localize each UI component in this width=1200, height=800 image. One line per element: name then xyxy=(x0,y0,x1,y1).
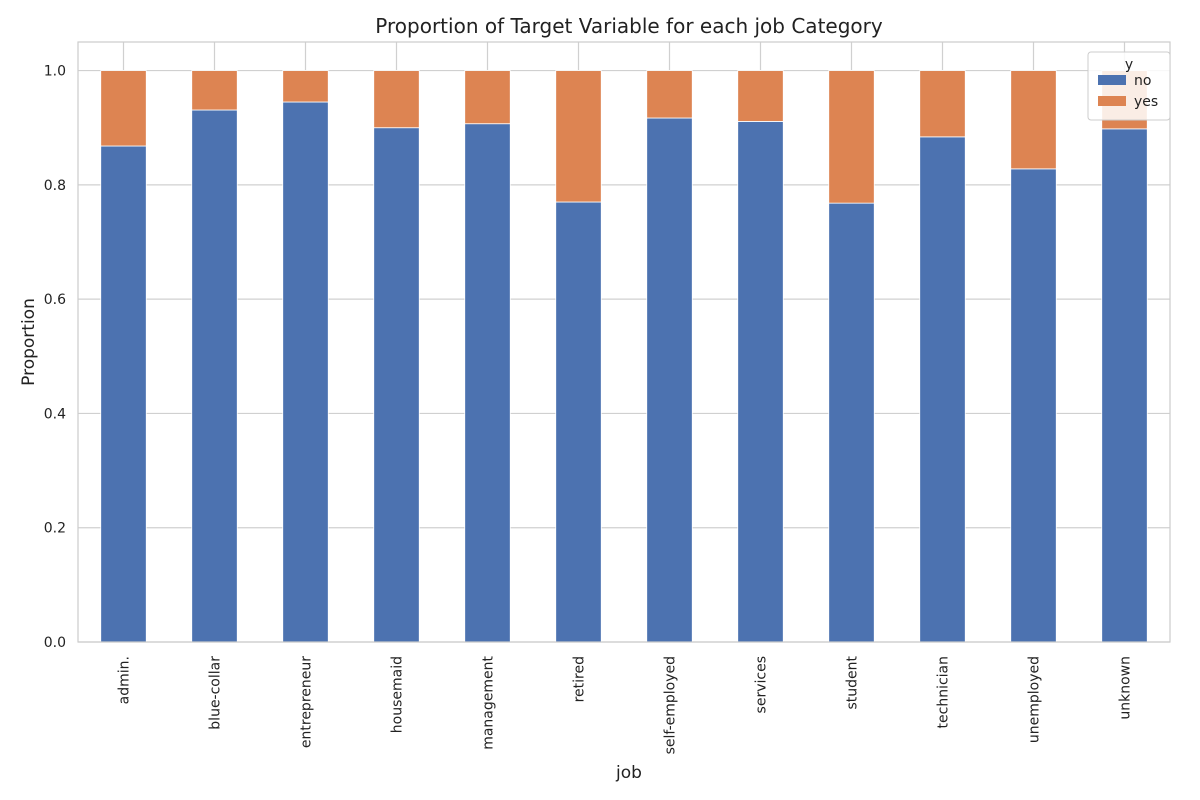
x-tick-label: retired xyxy=(572,656,588,702)
x-tick-label: technician xyxy=(936,656,952,728)
y-axis-ticks: 0.0 0.2 0.4 0.6 0.8 1.0 xyxy=(44,64,66,651)
x-tick-label: self-employed xyxy=(663,656,679,754)
x-axis-ticks: admin. blue-collar entrepreneur housemaid ma… xyxy=(117,656,1134,755)
x-tick-label: admin. xyxy=(117,656,133,704)
bar-yes-self-employed xyxy=(646,70,693,119)
bar-yes-unemployed xyxy=(1010,70,1057,170)
plot-background xyxy=(78,42,1170,642)
y-tick-label: 0.4 xyxy=(44,406,66,422)
y-tick-label: 0.0 xyxy=(44,635,66,651)
x-tick-label: student xyxy=(845,656,861,710)
x-tick-label: blue-collar xyxy=(208,656,224,730)
bar-no-self-employed xyxy=(646,117,693,643)
bar-no-retired xyxy=(555,201,602,643)
bar-no-admin- xyxy=(100,145,147,643)
bar-no-management xyxy=(464,123,511,643)
y-tick-label: 0.6 xyxy=(44,292,66,308)
y-axis-label: Proportion xyxy=(19,298,39,386)
bar-no-unemployed xyxy=(1010,168,1057,643)
bar-yes-management xyxy=(464,70,511,125)
y-tick-label: 1.0 xyxy=(44,64,66,80)
bar-no-unknown xyxy=(1101,128,1148,643)
chart-title: Proportion of Target Variable for each j… xyxy=(375,14,883,38)
bar-yes-admin- xyxy=(100,70,147,147)
bar-yes-housemaid xyxy=(373,70,420,129)
bar-no-services xyxy=(737,121,784,643)
legend-label-yes: yes xyxy=(1134,94,1158,110)
x-tick-label: management xyxy=(481,656,497,750)
bar-yes-blue-collar xyxy=(191,70,238,111)
bar-no-blue-collar xyxy=(191,109,238,643)
bar-yes-student xyxy=(828,70,875,204)
legend-label-no: no xyxy=(1134,73,1151,89)
bar-no-technician xyxy=(919,136,966,643)
bar-yes-technician xyxy=(919,70,966,138)
legend-title: y xyxy=(1125,57,1133,73)
bar-no-student xyxy=(828,202,875,643)
y-tick-label: 0.2 xyxy=(44,521,66,537)
legend: y no yes xyxy=(1087,51,1171,121)
x-tick-label: unemployed xyxy=(1027,656,1043,743)
x-axis-label: job xyxy=(615,763,642,783)
x-tick-label: unknown xyxy=(1118,656,1134,720)
bar-no-housemaid xyxy=(373,127,420,643)
axes-border xyxy=(77,41,1171,643)
bar-no-entrepreneur xyxy=(282,101,329,643)
legend-swatch-yes xyxy=(1098,96,1126,106)
y-tick-label: 0.8 xyxy=(44,178,66,194)
legend-swatch-no xyxy=(1098,75,1126,85)
x-tick-label: services xyxy=(754,656,770,713)
x-tick-label: entrepreneur xyxy=(299,656,315,748)
axes-frame xyxy=(77,41,1171,643)
bar-yes-entrepreneur xyxy=(282,70,329,103)
x-tick-label: housemaid xyxy=(390,656,406,733)
bar-yes-retired xyxy=(555,70,602,203)
bar-yes-services xyxy=(737,70,784,122)
